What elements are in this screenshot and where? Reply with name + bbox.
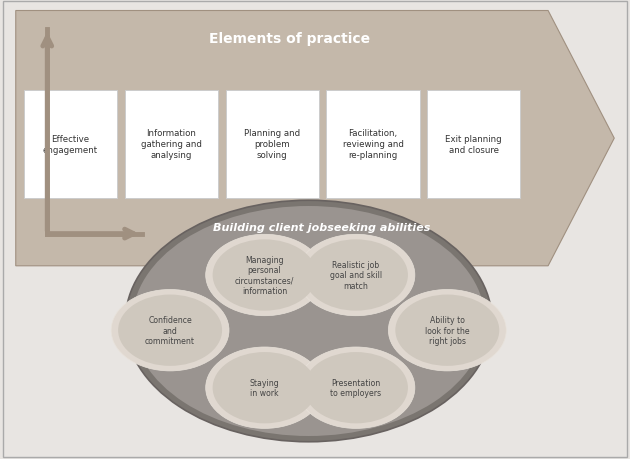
Text: Ability to
look for the
right jobs: Ability to look for the right jobs xyxy=(425,316,469,345)
FancyBboxPatch shape xyxy=(326,90,420,198)
Text: Planning and
problem
solving: Planning and problem solving xyxy=(244,129,301,160)
FancyBboxPatch shape xyxy=(24,90,117,198)
Text: Staying
in work: Staying in work xyxy=(249,378,280,397)
Text: Exit planning
and closure: Exit planning and closure xyxy=(445,134,502,155)
Ellipse shape xyxy=(395,295,499,366)
Polygon shape xyxy=(16,11,614,266)
Text: Realistic job
goal and skill
match: Realistic job goal and skill match xyxy=(330,261,382,290)
Text: Information
gathering and
analysing: Information gathering and analysing xyxy=(141,129,202,160)
Ellipse shape xyxy=(304,240,408,311)
Text: Effective
engagement: Effective engagement xyxy=(43,134,98,155)
Ellipse shape xyxy=(304,353,408,423)
Ellipse shape xyxy=(125,201,492,442)
FancyBboxPatch shape xyxy=(427,90,520,198)
Ellipse shape xyxy=(205,347,324,429)
Text: Elements of practice: Elements of practice xyxy=(209,32,370,46)
Ellipse shape xyxy=(388,290,506,371)
Ellipse shape xyxy=(118,295,222,366)
Ellipse shape xyxy=(212,240,316,311)
FancyBboxPatch shape xyxy=(125,90,218,198)
Ellipse shape xyxy=(297,347,415,429)
Text: Managing
personal
circumstances/
information: Managing personal circumstances/ informa… xyxy=(235,255,294,296)
Ellipse shape xyxy=(205,235,324,316)
Ellipse shape xyxy=(212,353,316,423)
Text: Confidence
and
commitment: Confidence and commitment xyxy=(145,316,195,345)
Text: Presentation
to employers: Presentation to employers xyxy=(330,378,382,397)
Ellipse shape xyxy=(112,290,229,371)
Ellipse shape xyxy=(132,207,485,436)
FancyBboxPatch shape xyxy=(226,90,319,198)
Text: Building client jobseeking abilities: Building client jobseeking abilities xyxy=(212,222,430,232)
Text: Facilitation,
reviewing and
re-planning: Facilitation, reviewing and re-planning xyxy=(343,129,403,160)
Ellipse shape xyxy=(297,235,415,316)
